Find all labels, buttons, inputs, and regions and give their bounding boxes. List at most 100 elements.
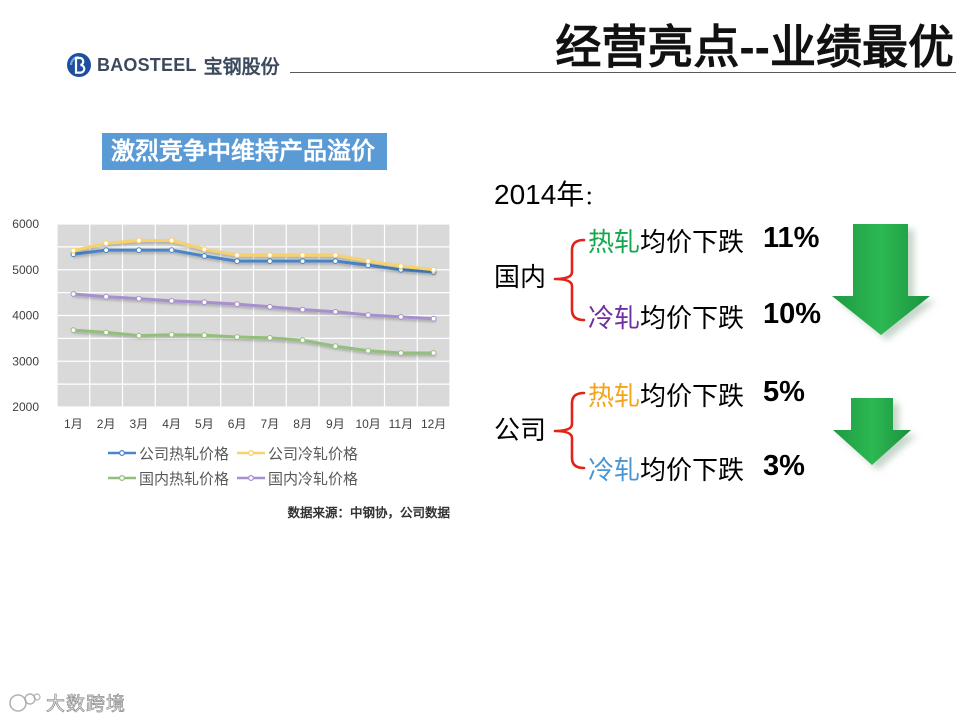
x-tick-label: 3月 [130,417,149,431]
data-point [267,335,273,341]
bracket-group [553,238,586,470]
data-point [234,258,241,264]
series-3 [70,327,437,356]
series-2 [70,237,437,273]
x-tick-label: 2月 [97,417,116,431]
legend-item-domestic-hot-rolled: 国内热轧价格 [108,469,230,488]
data-point [332,308,339,315]
legend-label: 公司热轧价格 [139,445,230,463]
data-point [267,252,273,258]
row-domestic-cold-rolled: 冷轧均价下跌 10% [588,299,828,333]
percent-value: 10% [763,298,822,330]
legend-item-domestic-cold-rolled: 国内冷轧价格 [237,469,359,488]
data-point [136,295,142,302]
data-point [365,347,372,354]
data-point [136,237,142,244]
data-point [168,298,175,304]
row-company-cold-rolled: 冷轧均价下跌 3% [588,451,828,485]
series-line [71,248,436,274]
data-point [299,252,306,258]
data-point [201,253,208,259]
data-point [103,293,109,300]
data-point [430,266,437,273]
data-point [430,350,437,356]
data-point [70,291,77,297]
series-line [71,292,436,321]
bracket-domestic [553,238,586,322]
page-title: 经营亮点--业绩最优 [555,21,954,73]
data-point [267,303,273,310]
data-point [70,247,77,254]
product-label: 冷轧 [588,303,641,333]
data-point [103,329,109,336]
y-tick-label: 3000 [12,354,39,368]
legend-swatch [237,473,265,483]
data-point [332,252,339,258]
legend-item-company-cold-rolled: 公司冷轧价格 [237,444,359,463]
watermark-logo-icon [9,693,41,712]
x-tick-label: 11月 [389,417,413,431]
data-point [430,315,437,322]
legend-label: 公司冷轧价格 [268,445,359,463]
data-point [201,299,208,306]
baosteel-emblem-icon [67,53,91,77]
percent-value: 3% [763,450,805,482]
header-divider [290,72,956,73]
x-tick-label: 5月 [195,417,214,431]
x-tick-label: 1月 [64,417,83,431]
group-label-domestic: 国内 [494,262,547,292]
legend-swatch [237,448,265,458]
row-domestic-hot-rolled: 热轧均价下跌 11% [588,223,828,257]
change-label: 均价下跌 [640,227,745,257]
bracket-company [553,391,586,470]
data-point [267,258,273,264]
product-label: 热轧 [588,227,641,257]
baosteel-logo: BAOSTEEL 宝钢股份 [66,50,280,80]
group-label-company: 公司 [494,415,547,445]
data-point [234,334,241,340]
data-point [103,240,109,247]
series-line [71,328,436,355]
data-point [136,332,142,339]
year-label: 2014年 [494,179,585,210]
x-tick-label: 8月 [293,417,312,431]
product-label: 冷轧 [588,455,641,485]
x-tick-label: 6月 [228,417,247,431]
data-point [299,258,306,264]
down-arrow-icon-large [832,224,930,335]
series-4 [70,291,437,322]
x-tick-label: 9月 [326,417,345,431]
data-point [168,237,175,244]
watermark-text: 大数跨境 [46,693,127,715]
data-point [201,332,208,339]
data-point [299,306,306,313]
y-tick-label: 5000 [12,263,39,277]
legend-item-company-hot-rolled: 公司热轧价格 [108,444,230,463]
data-source-note: 数据来源：中钢协，公司数据 [287,506,450,520]
data-point [136,247,142,253]
logo-chinese-name: 宝钢股份 [203,56,280,78]
y-tick-label: 6000 [12,217,39,231]
change-label: 均价下跌 [640,455,745,485]
watermark: 大数跨境 [8,688,126,716]
data-point [201,246,208,253]
legend-label: 国内热轧价格 [139,470,230,488]
row-company-hot-rolled: 热轧均价下跌 5% [588,377,828,411]
logo-wordmark: BAOSTEEL [97,54,197,75]
legend-label: 国内冷轧价格 [268,470,359,488]
legend-swatch [108,473,136,483]
data-point [168,247,175,253]
down-arrow-icon-small [833,398,911,465]
legend-swatch [108,448,136,458]
series-line [71,239,436,272]
data-point [70,327,77,333]
x-tick-label: 10月 [355,417,380,431]
data-point [234,301,241,307]
data-point [168,331,175,338]
data-point [332,343,339,350]
percent-value: 11% [763,222,820,254]
data-point [398,314,404,320]
product-label: 热轧 [588,381,641,411]
x-tick-label: 7月 [261,417,280,431]
